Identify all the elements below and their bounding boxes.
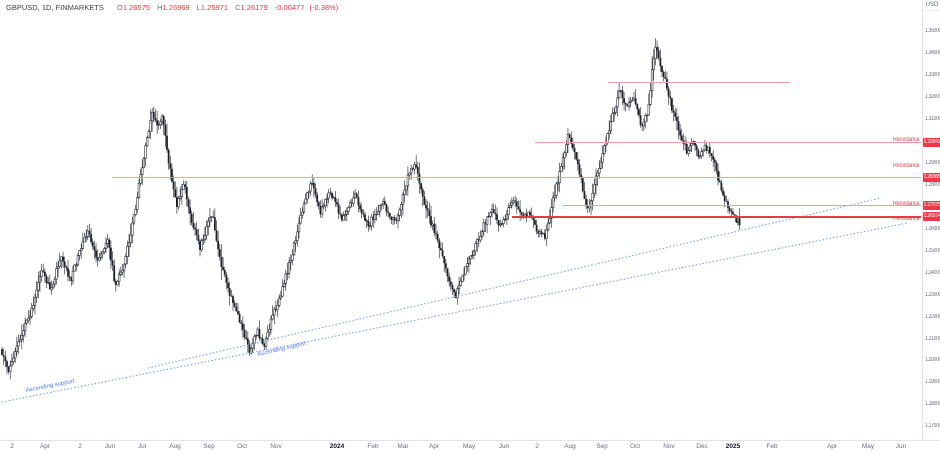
low-value: 1.25971 — [200, 3, 229, 12]
time-tick-label: Jun — [104, 443, 116, 450]
price-tick-label: 1.26000 — [925, 225, 940, 232]
time-tick-label: 2 — [78, 443, 82, 450]
currency-label: USD — [923, 2, 940, 11]
resistance-line[interactable] — [112, 176, 921, 178]
candlestick-series[interactable] — [0, 0, 922, 440]
change-percent: (-0.38%) — [309, 3, 339, 12]
price-tick-label: 1.25000 — [925, 247, 940, 254]
price-tick-label: 1.22000 — [925, 313, 940, 320]
time-tick-label: Jun — [498, 443, 510, 450]
price-sticker: 1.29942 — [923, 138, 940, 148]
resistance-label: Resistance — [893, 136, 920, 143]
price-sticker: 1.28365 — [923, 172, 940, 182]
price-tick-label: 1.33000 — [925, 72, 940, 79]
time-tick-label: Sep — [596, 443, 608, 450]
price-tick-label: 1.21000 — [925, 335, 940, 342]
resistance-line[interactable] — [512, 215, 921, 218]
open-value: 1.26575 — [122, 3, 150, 12]
price-tick-label: 1.31000 — [925, 116, 940, 123]
time-tick-label: Oct — [629, 443, 641, 450]
resistance-line[interactable] — [535, 142, 921, 144]
symbol-title[interactable]: GBPUSD, 1D, FINMARKETS — [6, 3, 104, 12]
price-tick-label: 1.35000 — [925, 28, 940, 35]
price-tick-label: 1.24000 — [925, 269, 940, 276]
symbol-legend[interactable]: GBPUSD, 1D, FINMARKETS O1.26575 H1.26969… — [6, 3, 338, 12]
price-tick-label: 1.32000 — [925, 94, 940, 101]
resistance-label: Resistance — [893, 215, 920, 222]
time-tick-label: Aug — [564, 443, 576, 450]
time-tick-label: Apr — [826, 443, 838, 450]
price-tick-label: 1.34000 — [925, 50, 940, 57]
time-tick-label: Apr — [39, 443, 51, 450]
resistance-line[interactable] — [563, 205, 921, 207]
price-tick-label: 1.28000 — [925, 181, 940, 188]
time-tick-label: 2 — [535, 443, 539, 450]
time-tick-label: 2025 — [725, 443, 741, 450]
time-tick-label: 2024 — [329, 443, 345, 450]
price-sticker: 1.26574 — [923, 212, 940, 222]
price-tick-label: 1.20000 — [925, 357, 940, 364]
resistance-label: Resistance — [893, 163, 920, 170]
ascending-support-label-2[interactable]: Ascending support — [257, 341, 307, 358]
open-label: O — [117, 3, 123, 12]
price-sticker: 1.27075 — [923, 201, 940, 211]
time-tick-label: Feb — [367, 443, 379, 450]
trendline-overlay: Ascending support Ascending support — [1, 197, 909, 403]
time-tick-label: Mar — [397, 443, 409, 450]
time-tick-label: May — [462, 443, 476, 450]
time-tick-label: Jun — [895, 443, 907, 450]
price-tick-label: 1.18000 — [925, 401, 940, 408]
time-tick-label: 2 — [10, 443, 14, 450]
time-axis[interactable]: 2 Apr 2 Jun Jul Aug Sep Oct Nov 2024 Feb Mar Apr May J… — [0, 440, 940, 453]
high-value: 1.26969 — [162, 3, 190, 12]
time-tick-label: Sep — [203, 443, 215, 450]
time-tick-label: Nov — [270, 443, 282, 450]
price-tick-label: 1.17000 — [925, 423, 940, 430]
ascending-support-label-1[interactable]: Ascending support — [25, 379, 75, 394]
low-label: L — [196, 3, 201, 12]
time-tick-label: Dec — [696, 443, 708, 450]
price-tick-label: 1.19000 — [925, 379, 940, 386]
price-axis[interactable]: USD 1.35000 1.34000 1.33000 1.32000 1.31000 1… — [922, 0, 940, 440]
high-label: H — [157, 3, 163, 12]
time-tick-label: Jul — [137, 443, 147, 450]
close-value: 1.26179 — [240, 3, 268, 12]
ascending-support-trendline-2[interactable] — [147, 197, 882, 369]
time-tick-label: Oct — [236, 443, 248, 450]
change-value: -0.00477 — [274, 3, 305, 12]
ascending-support-trendline-1[interactable] — [1, 222, 909, 403]
resistance-line[interactable] — [608, 81, 790, 83]
time-tick-label: Aug — [169, 443, 181, 450]
time-tick-label: May — [861, 443, 875, 450]
time-tick-label: Nov — [663, 443, 675, 450]
time-tick-label: Feb — [766, 443, 778, 450]
time-tick-label: Apr — [428, 443, 440, 450]
close-label: C — [235, 3, 241, 12]
price-tick-label: 1.23000 — [925, 291, 940, 298]
price-tick-label: 1.29000 — [925, 159, 940, 166]
resistance-label: Resistance — [893, 200, 920, 207]
